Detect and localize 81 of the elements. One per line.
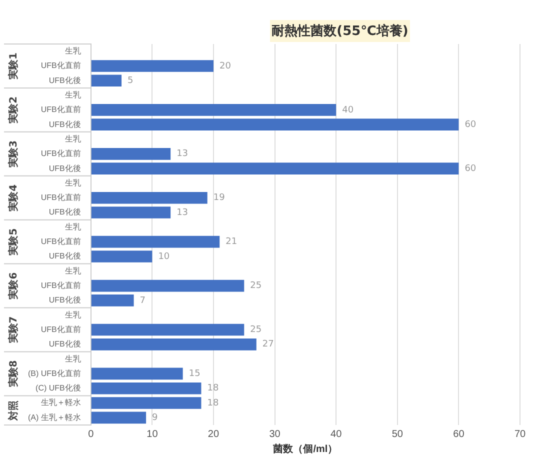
y-tick-label: 生乳 [64,266,81,276]
bar [91,280,244,292]
y-tick-label: UFB化直前 [40,149,81,158]
bar [91,236,220,248]
data-label: 20 [219,61,232,72]
data-label: 19 [213,193,226,204]
y-tick-label: 生乳 [64,46,81,56]
bar [91,60,214,72]
data-label: 13 [176,149,188,160]
x-tick-label: 50 [392,428,404,440]
y-tick-label: UFB化後 [48,164,81,173]
bar [91,382,202,394]
bar [91,74,122,87]
data-label: 60 [464,120,476,130]
y-tick-label: 生乳 [64,222,81,232]
text: 実験2 [8,96,20,124]
y-tick-label: UFB化後 [48,340,81,349]
data-label: 18 [207,384,219,394]
x-tick-label: 20 [208,428,220,440]
data-label: 10 [158,252,170,262]
x-tick-label: 60 [453,428,465,440]
data-label: 60 [464,164,476,174]
text: 実験3 [8,140,20,168]
chart-title: 耐熱性菌数(55℃培養) [270,20,410,42]
x-axis-title: 菌数（個/ml） [272,442,338,455]
y-tick-label: UFB化直前 [40,193,81,202]
y-tick-label: UFB化後 [48,120,81,129]
y-tick-label: 生乳 [64,90,81,100]
data-label: 5 [128,76,134,86]
bar [91,192,208,204]
bar [91,162,459,174]
text: 対照 [8,400,20,422]
data-label: 7 [140,296,146,306]
data-label: 13 [176,208,188,218]
bar [91,148,171,160]
y-tick-label: UFB化直前 [40,237,81,246]
text: 実験4 [8,184,20,212]
data-label: 25 [250,325,262,336]
bar [91,412,146,424]
x-tick-label: 10 [146,428,158,440]
data-label: 27 [262,340,274,350]
y-tick-label: 生乳 [64,134,81,144]
y-tick-label: 生乳＋軽水 [40,398,81,408]
text: 実験8 [8,360,20,388]
data-label: 25 [250,281,262,292]
y-tick-label: UFB化直前 [40,105,81,114]
bar [91,397,202,409]
y-tick-label: UFB化直前 [40,280,81,290]
text: 実験5 [8,228,20,256]
y-tick-label: UFB化後 [48,76,81,85]
bar [91,338,256,350]
x-tick-label: 70 [514,428,526,440]
bar [91,104,336,116]
y-tick-label: (C) UFB化後 [36,384,81,393]
y-tick-label: 生乳 [64,310,81,320]
y-tick-label: (B) UFB化直前 [28,368,81,378]
data-label: 15 [188,369,200,380]
bar [91,368,183,380]
text: 実験6 [8,272,20,300]
data-label: 40 [342,105,354,116]
y-tick-label: 生乳 [64,178,81,188]
bar [91,324,244,336]
y-tick-label: UFB化直前 [40,324,81,334]
y-tick-label: UFB化後 [48,252,81,261]
data-label: 21 [226,237,238,248]
bar [91,294,134,306]
bar [91,118,459,131]
x-tick-label: 0 [88,428,94,440]
text: 実験7 [8,316,20,344]
data-label: 18 [207,398,219,408]
y-tick-label: UFB化直前 [40,61,81,70]
text: 実験1 [8,52,20,80]
data-label: 9 [152,413,158,424]
y-tick-label: 生乳 [64,354,81,364]
y-tick-label: UFB化後 [48,296,81,305]
x-tick-label: 30 [269,428,281,440]
bar [91,206,171,218]
x-tick-label: 40 [330,428,342,440]
y-tick-label: (A) 生乳＋軽水 [28,412,81,422]
bar [91,250,152,262]
y-tick-label: UFB化後 [48,208,81,217]
